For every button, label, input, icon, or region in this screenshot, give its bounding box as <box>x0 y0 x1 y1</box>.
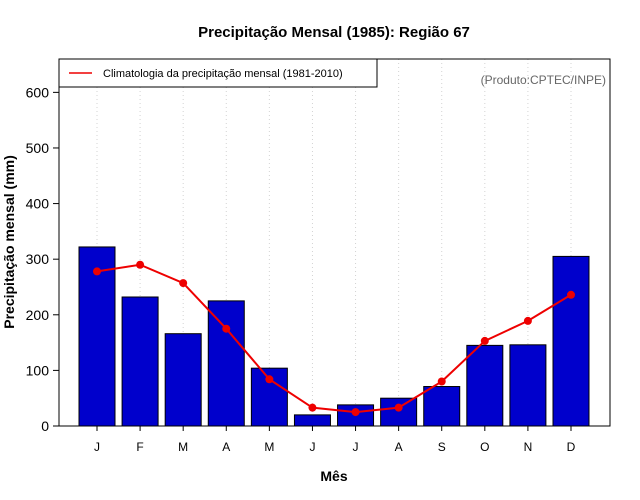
y-tick-label: 500 <box>26 140 50 156</box>
y-axis: 0 100 200 300 400 500 600 <box>26 84 59 434</box>
climatology-point <box>93 267 101 276</box>
climatology-point <box>136 260 145 269</box>
bar <box>509 344 547 427</box>
legend-box <box>58 58 378 88</box>
bar <box>164 333 202 427</box>
climatology-point <box>351 408 360 417</box>
x-tick-label: N <box>524 440 533 454</box>
x-axis-label: Mês <box>320 468 347 484</box>
x-tick-label: A <box>222 440 230 454</box>
y-tick-label: 100 <box>26 362 50 378</box>
bar <box>423 386 461 427</box>
x-tick-label: O <box>480 440 489 454</box>
climatology-point <box>308 403 317 412</box>
y-tick-label: 600 <box>26 84 50 100</box>
bar <box>552 255 590 427</box>
x-tick-label: A <box>395 440 403 454</box>
climatology-point <box>222 324 231 333</box>
x-tick-label: J <box>94 440 100 454</box>
x-tick-label: D <box>567 440 576 454</box>
x-tick-label: S <box>438 440 446 454</box>
legend: Climatologia da precipitação mensal (198… <box>58 58 378 88</box>
bar <box>207 300 245 427</box>
climatology-point <box>480 336 489 345</box>
x-tick-label: J <box>309 440 315 454</box>
climatology-line <box>96 263 572 414</box>
x-tick-label: M <box>264 440 274 454</box>
legend-entry-climatology: Climatologia da precipitação mensal (198… <box>103 68 343 80</box>
y-tick-label: 400 <box>26 196 50 212</box>
y-axis-label: Precipitação mensal (mm) <box>1 155 17 329</box>
bar-series <box>78 246 590 427</box>
bar <box>121 296 159 427</box>
y-tick-label: 0 <box>41 418 49 434</box>
climatology-point <box>567 290 575 299</box>
product-credit: (Produto:CPTEC/INPE) <box>481 73 606 87</box>
climatology-point <box>437 377 446 386</box>
y-tick-label: 200 <box>26 307 50 323</box>
x-tick-label: J <box>353 440 359 454</box>
y-tick-label: 300 <box>26 251 50 267</box>
climatology-line-series <box>93 260 575 417</box>
bar <box>78 246 116 427</box>
climatology-point <box>179 279 188 288</box>
x-tick-label: F <box>136 440 143 454</box>
climatology-point <box>265 375 274 384</box>
bar <box>380 397 418 427</box>
climatology-point <box>394 403 403 412</box>
climatology-point <box>523 316 532 325</box>
bar <box>466 344 504 427</box>
x-tick-label: M <box>178 440 188 454</box>
bar <box>293 414 331 427</box>
chart-title: Precipitação Mensal (1985): Região 67 <box>198 24 470 41</box>
